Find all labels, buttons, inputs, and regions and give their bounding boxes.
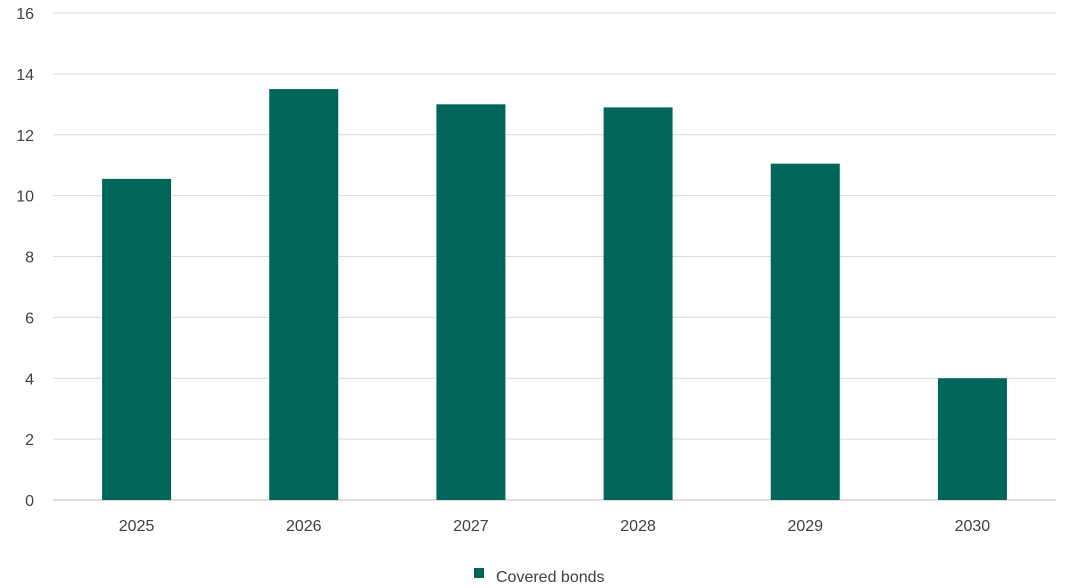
x-tick-label: 2028 bbox=[620, 518, 656, 535]
bar-2030 bbox=[937, 378, 1007, 500]
legend-swatch-covered-bonds bbox=[474, 568, 484, 578]
x-tick-label: 2026 bbox=[286, 518, 322, 535]
legend-label-covered-bonds: Covered bonds bbox=[496, 569, 605, 583]
y-tick-label: 10 bbox=[16, 189, 34, 206]
bar-2026 bbox=[269, 89, 339, 500]
bar-2027 bbox=[436, 104, 506, 500]
gridlines bbox=[53, 12, 1056, 501]
y-tick-label: 16 bbox=[16, 6, 34, 23]
bar-2029 bbox=[770, 163, 840, 500]
y-tick-label: 0 bbox=[25, 493, 34, 510]
x-tick-label: 2029 bbox=[787, 518, 823, 535]
x-tick-label: 2030 bbox=[955, 518, 991, 535]
bar-2028 bbox=[603, 107, 673, 500]
y-tick-label: 12 bbox=[16, 128, 34, 145]
y-tick-label: 4 bbox=[25, 371, 34, 388]
y-tick-label: 6 bbox=[25, 310, 34, 327]
x-tick-label: 2027 bbox=[453, 518, 489, 535]
y-axis-tick-labels: 0 2 4 6 8 10 12 14 16 bbox=[16, 6, 34, 510]
y-tick-label: 8 bbox=[25, 250, 34, 267]
bar-2025 bbox=[102, 178, 172, 500]
legend: Covered bonds bbox=[474, 568, 605, 586]
y-tick-label: 2 bbox=[25, 432, 34, 449]
y-tick-label: 14 bbox=[16, 67, 34, 84]
bars bbox=[102, 89, 1007, 500]
x-axis-tick-labels: 2025 2026 2027 2028 2029 2030 bbox=[119, 518, 991, 535]
x-tick-label: 2025 bbox=[119, 518, 155, 535]
